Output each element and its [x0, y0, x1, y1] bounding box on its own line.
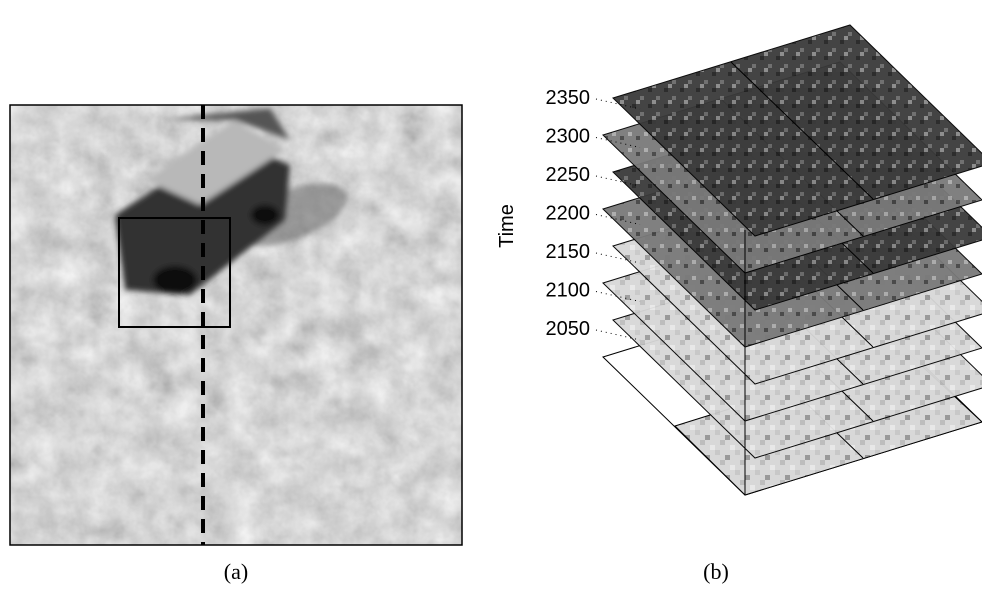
- photo: [10, 105, 462, 545]
- caption: (b): [703, 559, 729, 584]
- tick-label: 2300: [546, 126, 591, 148]
- layer-stack: [603, 25, 982, 495]
- tick-label: 2350: [546, 87, 591, 109]
- tick-label: 2150: [546, 241, 591, 263]
- tick-label: 2050: [546, 318, 591, 340]
- tick-label: 2100: [546, 280, 591, 302]
- axis-label: Time: [496, 204, 518, 248]
- caption: (a): [224, 559, 248, 584]
- page: (a) Time 2050 2100 2150 2200 2250 2300 2350 (b…: [0, 0, 982, 589]
- tick-label: 2250: [546, 164, 591, 186]
- figure: (a) Time 2050 2100 2150 2200 2250 2300 2350 (b…: [0, 0, 982, 589]
- tick-label: 2200: [546, 203, 591, 225]
